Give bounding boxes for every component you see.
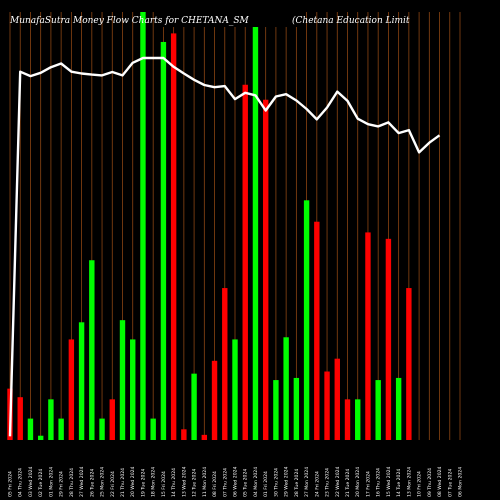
x-tick-label: 20 Mon 2024: [355, 467, 361, 497]
x-tick-label: 06 Wed 2024: [233, 466, 239, 497]
money-flow-bar: [160, 41, 167, 441]
money-flow-bar: [170, 33, 177, 441]
x-tick-label: 03 Wed 2024: [28, 466, 34, 497]
money-flow-bar: [27, 418, 34, 440]
x-tick-label: 10 Fri 2024: [417, 471, 423, 497]
x-tick-label: 02 Tue 2024: [38, 469, 44, 497]
money-flow-bar: [109, 399, 115, 440]
x-tick-label: 22 Wed 2024: [335, 466, 341, 497]
money-flow-bar: [78, 322, 85, 440]
money-flow-line: [8, 56, 441, 437]
x-tick-label: 11 Mon 2024: [202, 467, 208, 497]
money-flow-bar: [58, 418, 64, 440]
money-flow-bar: [150, 418, 156, 440]
x-tick-label: 25 Mon 2024: [100, 467, 106, 497]
x-tick-label: 07 Tue 2024: [447, 469, 453, 497]
money-flow-bar: [385, 238, 392, 440]
money-flow-bar: [406, 288, 412, 440]
x-tick-label: 07 Thu 2024: [222, 468, 228, 497]
money-flow-bar: [99, 418, 105, 440]
x-tick-label: 14 Thu 2024: [171, 468, 177, 497]
x-tick-label: 04 Thu 2024: [18, 468, 24, 497]
x-tick-label: 15 Fri 2024: [161, 471, 167, 497]
money-flow-bar: [89, 260, 95, 440]
x-tick-label: 17 Fri 2024: [365, 471, 371, 497]
x-tick-label: 14 Tue 2024: [396, 469, 402, 497]
x-tick-label: 12 Tue 2024: [192, 469, 198, 497]
money-flow-bar: [252, 12, 259, 440]
x-tick-label: 23 Thu 2024: [325, 468, 331, 497]
x-tick-label: 08 Fri 2024: [212, 471, 218, 497]
money-flow-bar: [283, 337, 289, 440]
x-tick-label: 19 Tue 2024: [140, 469, 146, 497]
chart-title-right: (Chetana Education Limit: [292, 15, 410, 26]
bars: [7, 12, 412, 441]
money-flow-bar: [181, 429, 187, 440]
money-flow-bar: [119, 320, 126, 440]
x-tick-label: 26 Tue 2024: [89, 469, 95, 497]
x-tick-label: 16 Thu 2024: [376, 468, 382, 497]
x-tick-label: 05 Fri 2024: [8, 471, 14, 497]
money-flow-bar: [314, 221, 320, 440]
x-tick-label: 13 Wed 2024: [181, 466, 187, 497]
money-flow-bar: [17, 397, 23, 440]
money-flow-bar: [293, 377, 300, 440]
x-tick-label: 05 Tue 2024: [243, 469, 249, 497]
money-flow-bar: [191, 373, 197, 440]
x-tick-label: 21 Thu 2024: [120, 468, 126, 497]
x-tick-label: 18 Mon 2024: [151, 467, 157, 497]
x-tick-label: 01 Fri 2024: [263, 471, 269, 497]
money-flow-bar: [324, 371, 330, 440]
x-tick-label: 13 Mon 2024: [406, 467, 412, 497]
x-tick-label: 27 Mon 2024: [304, 467, 310, 497]
money-flow-bar: [48, 399, 54, 440]
money-flow-bar: [232, 339, 238, 440]
x-tick-labels: 05 Fri 2024 04 Thu 2024 03 Wed 2024 02 Tue …: [8, 466, 464, 497]
money-flow-bar: [130, 339, 136, 440]
money-flow-bar: [37, 435, 44, 440]
x-tick-label: 21 Tue 2024: [345, 469, 351, 497]
money-flow-bar: [262, 99, 269, 441]
money-flow-bar: [344, 399, 351, 440]
money-flow-bar: [365, 232, 371, 440]
money-flow-bar: [222, 288, 228, 440]
money-flow-bar: [140, 12, 146, 440]
x-tick-label: 28 Tue 2024: [294, 469, 300, 497]
x-tick-label: 06 Mon 2024: [458, 467, 464, 497]
x-tick-label: 08 Wed 2024: [437, 466, 443, 497]
money-flow-bar: [211, 360, 218, 440]
x-tick-label: 20 Wed 2024: [130, 466, 136, 497]
money-flow-bar: [355, 399, 361, 440]
x-tick-label: 29 Wed 2024: [284, 466, 290, 497]
money-flow-bar: [242, 84, 248, 440]
x-tick-label: 24 Fri 2024: [314, 471, 320, 497]
x-tick-label: 09 Thu 2024: [427, 468, 433, 497]
x-tick-label: 01 Mon 2024: [48, 467, 54, 497]
x-tick-label: 04 Mon 2024: [253, 467, 259, 497]
x-tick-label: 28 Thu 2024: [69, 468, 75, 497]
x-tick-label: 15 Wed 2024: [386, 466, 392, 497]
x-tick-label: 27 Wed 2024: [79, 466, 85, 497]
money-flow-bar: [201, 434, 208, 440]
money-flow-bar: [375, 380, 381, 440]
money-flow-bar: [303, 200, 310, 440]
x-tick-label: 22 Fri 2024: [110, 471, 116, 497]
money-flow-bar: [395, 377, 402, 440]
x-tick-label: 29 Fri 2024: [59, 471, 65, 497]
x-tick-label: 30 Thu 2024: [273, 468, 279, 497]
money-flow-bar: [334, 358, 340, 440]
money-flow-bar: [68, 339, 75, 440]
money-flow-bar: [273, 380, 279, 440]
chart-title-left: MunafaSutra Money Flow Charts for CHETAN…: [9, 16, 250, 26]
title-backdrop: [154, 12, 304, 27]
